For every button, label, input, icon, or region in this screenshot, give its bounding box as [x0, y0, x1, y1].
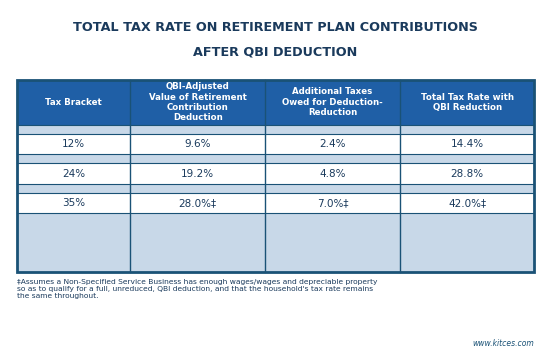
Text: 9.6%: 9.6% — [185, 139, 211, 149]
Text: 7.0%‡: 7.0%‡ — [317, 198, 348, 208]
Text: Additional Taxes
Owed for Deduction-
Reduction: Additional Taxes Owed for Deduction- Red… — [282, 87, 383, 117]
Text: 4.8%: 4.8% — [319, 169, 345, 179]
Text: 14.4%: 14.4% — [451, 139, 484, 149]
Text: 2.4%: 2.4% — [319, 139, 345, 149]
Text: AFTER QBI DEDUCTION: AFTER QBI DEDUCTION — [193, 45, 358, 59]
Text: TOTAL TAX RATE ON RETIREMENT PLAN CONTRIBUTIONS: TOTAL TAX RATE ON RETIREMENT PLAN CONTRI… — [73, 21, 478, 34]
Text: Tax Bracket: Tax Bracket — [45, 98, 102, 107]
Text: Total Tax Rate with
QBI Reduction: Total Tax Rate with QBI Reduction — [420, 93, 514, 112]
Text: www.kitces.com: www.kitces.com — [473, 339, 534, 348]
Text: 28.8%: 28.8% — [451, 169, 484, 179]
Text: 28.0%‡: 28.0%‡ — [179, 198, 217, 208]
Text: 42.0%‡: 42.0%‡ — [448, 198, 486, 208]
Text: QBI-Adjusted
Value of Retirement
Contribution
Deduction: QBI-Adjusted Value of Retirement Contrib… — [149, 82, 247, 122]
Text: 12%: 12% — [62, 139, 85, 149]
Text: 19.2%: 19.2% — [181, 169, 214, 179]
Text: 35%: 35% — [62, 198, 85, 208]
Text: 24%: 24% — [62, 169, 85, 179]
Text: ‡Assumes a Non-Specified Service Business has enough wages/wages and depreciable: ‡Assumes a Non-Specified Service Busines… — [17, 279, 377, 299]
